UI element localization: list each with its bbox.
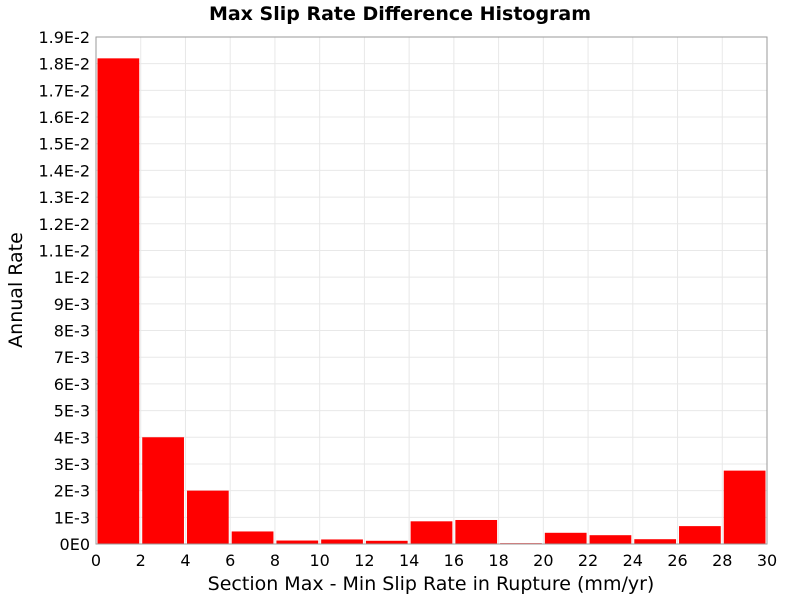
y-tick-label: 1.2E-2 <box>38 215 90 234</box>
x-tick-label: 8 <box>270 551 280 570</box>
y-tick-label: 4E-3 <box>54 428 90 447</box>
plot-frame <box>95 36 768 545</box>
histogram-bar <box>231 531 274 544</box>
x-tick-label: 10 <box>309 551 329 570</box>
y-tick-label: 1.7E-2 <box>38 81 90 100</box>
y-axis-label: Annual Rate <box>5 232 27 348</box>
histogram-bar <box>276 540 319 544</box>
y-tick-label: 1.8E-2 <box>38 55 90 74</box>
y-tick-label: 9E-3 <box>54 295 90 314</box>
histogram-bar <box>186 490 229 544</box>
y-tick-label: 8E-3 <box>54 322 90 341</box>
histogram-bar <box>455 519 498 544</box>
bar-layer <box>97 58 766 544</box>
histogram-bar <box>634 539 677 544</box>
x-tick-label: 0 <box>91 551 101 570</box>
histogram-bar <box>723 470 766 544</box>
y-tick-label: 1.3E-2 <box>38 188 90 207</box>
y-tick-label: 1.5E-2 <box>38 135 90 154</box>
chart-title: Max Slip Rate Difference Histogram <box>209 3 591 25</box>
x-tick-label: 2 <box>136 551 146 570</box>
x-tick-label: 22 <box>578 551 598 570</box>
y-tick-label: 1E-3 <box>54 508 90 527</box>
histogram-bar <box>365 540 408 544</box>
y-tick-label: 2E-3 <box>54 482 90 501</box>
x-tick-label: 20 <box>533 551 553 570</box>
y-tick-label: 1.6E-2 <box>38 108 90 127</box>
x-tick-label: 16 <box>444 551 464 570</box>
x-tick-label: 12 <box>354 551 374 570</box>
y-tick-label: 0E0 <box>60 535 90 554</box>
histogram-bar <box>321 539 363 544</box>
y-tick-label: 1.1E-2 <box>38 241 90 260</box>
x-tick-label: 30 <box>757 551 777 570</box>
y-tick-label: 3E-3 <box>54 455 90 474</box>
x-tick-label: 14 <box>399 551 419 570</box>
x-tick-label: 28 <box>712 551 732 570</box>
x-tick-labels: 0 2 4 6 8 10 12 14 16 18 20 22 24 26 28 30 <box>91 551 777 570</box>
y-tick-labels: 0E0 1E-3 2E-3 3E-3 4E-3 5E-3 6E-3 7E-3 8E-3 9E-3 1… <box>38 28 90 554</box>
histogram-bar <box>544 532 587 544</box>
x-tick-label: 26 <box>667 551 687 570</box>
histogram-bar <box>410 521 453 544</box>
y-tick-label: 1E-2 <box>54 268 90 287</box>
grid-layer <box>96 36 767 544</box>
x-tick-label: 6 <box>225 551 235 570</box>
x-tick-label: 4 <box>180 551 190 570</box>
y-tick-label: 5E-3 <box>54 402 90 421</box>
x-tick-label: 24 <box>623 551 643 570</box>
x-tick-label: 18 <box>488 551 508 570</box>
histogram-bar <box>97 58 140 544</box>
y-tick-label: 7E-3 <box>54 348 90 367</box>
y-tick-label: 6E-3 <box>54 375 90 394</box>
y-tick-label: 1.4E-2 <box>38 161 90 180</box>
histogram-bar <box>142 437 184 544</box>
y-tick-label: 1.9E-2 <box>38 28 90 47</box>
histogram-bar <box>589 535 632 544</box>
x-axis-label: Section Max - Min Slip Rate in Rupture (… <box>208 573 655 595</box>
histogram-bar <box>679 526 721 544</box>
